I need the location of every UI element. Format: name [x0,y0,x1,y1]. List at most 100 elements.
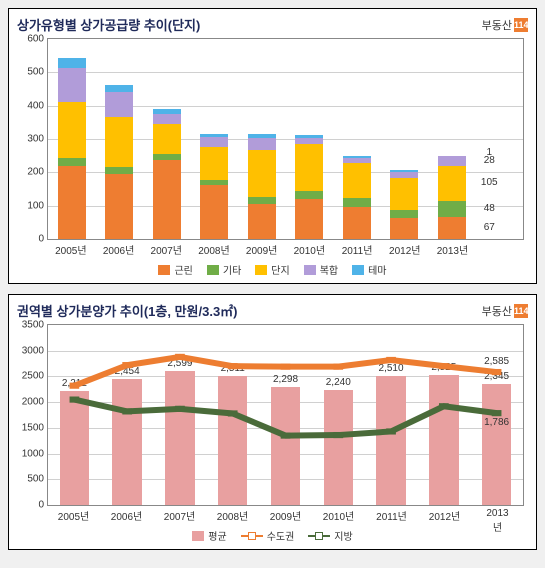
xtick-label: 2007년 [151,242,182,257]
bar-group [343,156,371,239]
bar-segment [105,174,133,239]
bar-segment [438,166,466,201]
ytick-label: 1000 [18,448,44,459]
legend-item: 기타 [207,262,241,277]
ytick-label: 100 [18,200,44,211]
ytick-label: 2500 [18,371,44,382]
legend-item: 테마 [352,262,386,277]
bar-segment [248,150,276,197]
line-marker [72,398,78,400]
line-marker [230,365,236,367]
bar-segment [200,185,228,239]
bar-segment [153,124,181,154]
bar-segment [200,147,228,180]
bar-segment [343,163,371,198]
legend-line-swatch [241,535,263,537]
ytick-label: 200 [18,167,44,178]
chart1-legend: 근린 기타 단지 복합 테마 [17,262,528,277]
legend-swatch [255,265,267,275]
xtick-label: 2012년 [429,508,460,523]
xtick-label: 2010년 [294,242,325,257]
line-marker [441,365,447,367]
bar-segment [105,85,133,92]
xtick-label: 2006년 [103,242,134,257]
chart1-title: 상가유형별 상가공급량 추이(단지) [17,15,200,34]
legend-label: 평균 [208,528,226,543]
bar-segment [295,199,323,239]
line-marker [177,408,183,410]
bar-segment [390,218,418,239]
bar-segment [390,172,418,179]
brand-logo: 부동산 114 [482,17,528,33]
line-marker [72,385,78,387]
xtick-label: 2006년 [111,508,142,523]
chart1-panel: 상가유형별 상가공급량 추이(단지) 부동산 114 0100200300400… [8,8,537,284]
bar-segment [153,114,181,124]
xtick-label: 2009년 [246,242,277,257]
ytick-label: 3000 [18,345,44,356]
legend-label: 수도권 [267,528,295,543]
legend-swatch [207,265,219,275]
bar-group [248,134,276,239]
legend-label: 근린 [174,262,192,277]
bar-segment [390,210,418,218]
line-marker [124,410,130,412]
legend-label: 테마 [368,262,386,277]
legend-item: 수도권 [241,528,295,543]
bar-group [58,58,86,239]
chart2-title: 권역별 상가분양가 추이(1층, 만원/3.3㎡) [17,301,238,320]
lines-svg [48,325,523,505]
xtick-label: 2005년 [55,242,86,257]
line-end-label: 1,786 [484,417,509,428]
bar-segment [248,197,276,204]
bar-segment [58,158,86,165]
legend-swatch [352,265,364,275]
legend-swatch [304,265,316,275]
ytick-label: 500 [18,474,44,485]
bar-segment [105,92,133,117]
bar-segment [58,58,86,68]
ytick-label: 500 [18,67,44,78]
line-marker [494,371,500,373]
chart2-xaxis: 2005년2006년2007년2008년2009년2010년2011년2012년… [47,506,524,524]
line-marker [283,366,289,368]
legend-swatch [192,531,204,541]
legend-label: 복합 [320,262,338,277]
bar-segment [438,156,466,165]
xtick-label: 2005년 [58,508,89,523]
xtick-label: 2011년 [342,242,373,257]
brand-text: 부동산 [482,17,512,33]
line-marker [230,412,236,414]
chart2-legend: 평균 수도권 지방 [17,528,528,543]
bar-segment [248,138,276,150]
chart1-plot: 01002003004005006001281054867 [47,38,524,240]
legend-item: 근린 [158,262,192,277]
bar-group [200,134,228,239]
line-marker [388,430,394,432]
line-marker [441,405,447,407]
bar-callout: 105 [481,177,498,188]
line-marker [124,364,130,366]
chart1-header: 상가유형별 상가공급량 추이(단지) 부동산 114 [17,15,528,34]
line-series [74,357,496,386]
bar-callout: 28 [484,155,495,166]
brand-logo: 부동산 114 [482,303,528,319]
bar-segment [105,167,133,174]
bar-group [153,109,181,239]
bar-group [105,85,133,239]
legend-label: 지방 [334,528,352,543]
bar-segment [153,160,181,239]
line-marker [335,366,341,368]
legend-label: 단지 [271,262,289,277]
bar-callout: 67 [484,222,495,233]
bar-callout: 48 [484,203,495,214]
ytick-label: 0 [18,500,44,511]
legend-item: 평균 [192,528,226,543]
bar-segment [105,117,133,167]
chart1-xaxis: 2005년2006년2007년2008년2009년2010년2011년2012년… [47,240,524,258]
line-end-label: 2,585 [484,356,509,367]
brand-text: 부동산 [482,303,512,319]
legend-swatch [158,265,170,275]
xtick-label: 2008년 [217,508,248,523]
bar-segment [58,102,86,159]
